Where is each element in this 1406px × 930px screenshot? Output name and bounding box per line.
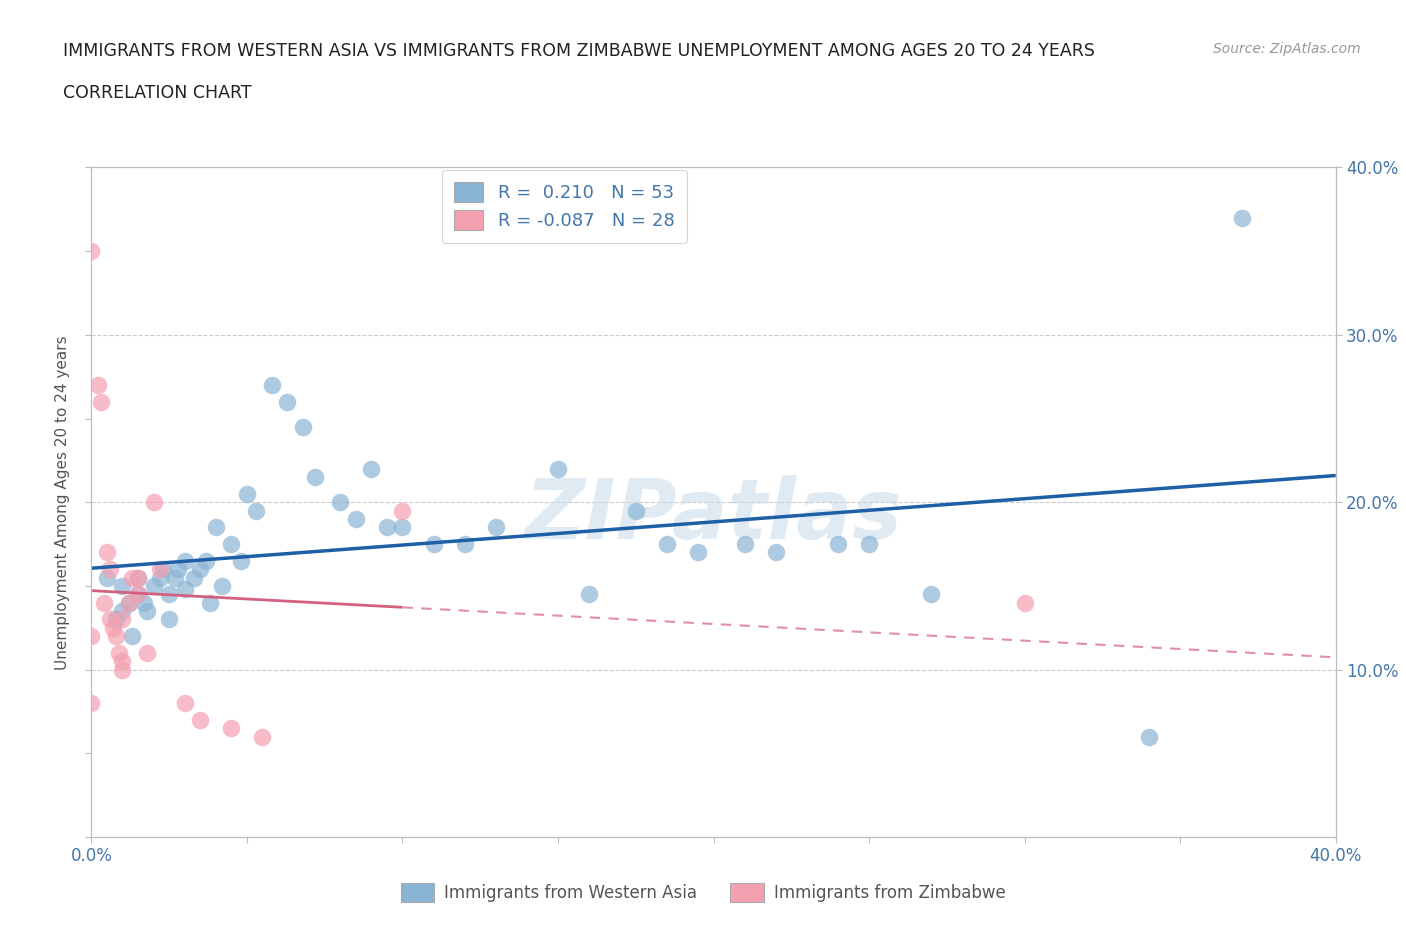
Point: [221, 721, 243, 736]
Point: [80, 244, 103, 259]
Text: IMMIGRANTS FROM WESTERN ASIA VS IMMIGRANTS FROM ZIMBABWE UNEMPLOYMENT AMONG AGES: IMMIGRANTS FROM WESTERN ASIA VS IMMIGRAN…: [63, 42, 1095, 60]
Point: [98, 612, 121, 627]
Y-axis label: Unemployment Among Ages 20 to 24 years: Unemployment Among Ages 20 to 24 years: [55, 335, 70, 670]
Point: [111, 578, 134, 593]
Point: [221, 537, 243, 551]
Text: CORRELATION CHART: CORRELATION CHART: [63, 84, 252, 101]
Point: [101, 620, 124, 635]
Point: [127, 587, 149, 602]
Point: [167, 562, 190, 577]
Point: [304, 470, 326, 485]
Point: [96, 570, 118, 585]
Point: [127, 570, 149, 585]
Point: [80, 629, 103, 644]
Point: [211, 578, 233, 593]
Point: [149, 570, 172, 585]
Point: [121, 629, 143, 644]
Point: [111, 612, 134, 627]
Point: [121, 570, 143, 585]
Point: [391, 520, 413, 535]
Point: [391, 503, 413, 518]
Point: [111, 662, 134, 677]
Point: [127, 570, 149, 585]
Point: [149, 562, 172, 577]
Point: [183, 570, 205, 585]
Point: [136, 604, 159, 618]
Point: [118, 595, 141, 610]
Point: [127, 587, 149, 602]
Text: Source: ZipAtlas.com: Source: ZipAtlas.com: [1213, 42, 1361, 56]
Point: [260, 378, 283, 392]
Point: [152, 562, 174, 577]
Point: [93, 595, 115, 610]
Point: [142, 495, 165, 510]
Point: [1014, 595, 1036, 610]
Point: [198, 595, 221, 610]
Point: [1137, 729, 1160, 744]
Point: [98, 562, 121, 577]
Point: [157, 587, 180, 602]
Point: [655, 537, 678, 551]
Point: [858, 537, 880, 551]
Point: [827, 537, 849, 551]
Point: [173, 696, 195, 711]
Point: [105, 612, 128, 627]
Point: [1232, 210, 1254, 225]
Legend: R =  0.210   N = 53, R = -0.087   N = 28: R = 0.210 N = 53, R = -0.087 N = 28: [441, 170, 688, 243]
Point: [165, 570, 187, 585]
Point: [188, 712, 211, 727]
Point: [578, 587, 600, 602]
Point: [375, 520, 398, 535]
Point: [485, 520, 508, 535]
Point: [329, 495, 352, 510]
Point: [453, 537, 475, 551]
Point: [547, 461, 569, 476]
Point: [252, 729, 274, 744]
Point: [276, 394, 298, 409]
Point: [765, 545, 787, 560]
Point: [205, 520, 228, 535]
Point: [80, 696, 103, 711]
Point: [245, 503, 267, 518]
Point: [920, 587, 942, 602]
Point: [344, 512, 367, 526]
Legend: Immigrants from Western Asia, Immigrants from Zimbabwe: Immigrants from Western Asia, Immigrants…: [394, 877, 1012, 909]
Point: [624, 503, 647, 518]
Point: [229, 553, 252, 568]
Point: [157, 612, 180, 627]
Point: [136, 645, 159, 660]
Text: ZIPatlas: ZIPatlas: [524, 475, 903, 556]
Point: [134, 595, 156, 610]
Point: [118, 595, 141, 610]
Point: [686, 545, 709, 560]
Point: [105, 629, 128, 644]
Point: [96, 545, 118, 560]
Point: [291, 419, 314, 434]
Point: [111, 604, 134, 618]
Point: [360, 461, 382, 476]
Point: [111, 654, 134, 669]
Point: [90, 394, 112, 409]
Point: [142, 578, 165, 593]
Point: [108, 645, 131, 660]
Point: [86, 378, 108, 392]
Point: [173, 582, 195, 597]
Point: [173, 553, 195, 568]
Point: [734, 537, 756, 551]
Point: [236, 486, 259, 501]
Point: [195, 553, 218, 568]
Point: [422, 537, 444, 551]
Point: [188, 562, 211, 577]
